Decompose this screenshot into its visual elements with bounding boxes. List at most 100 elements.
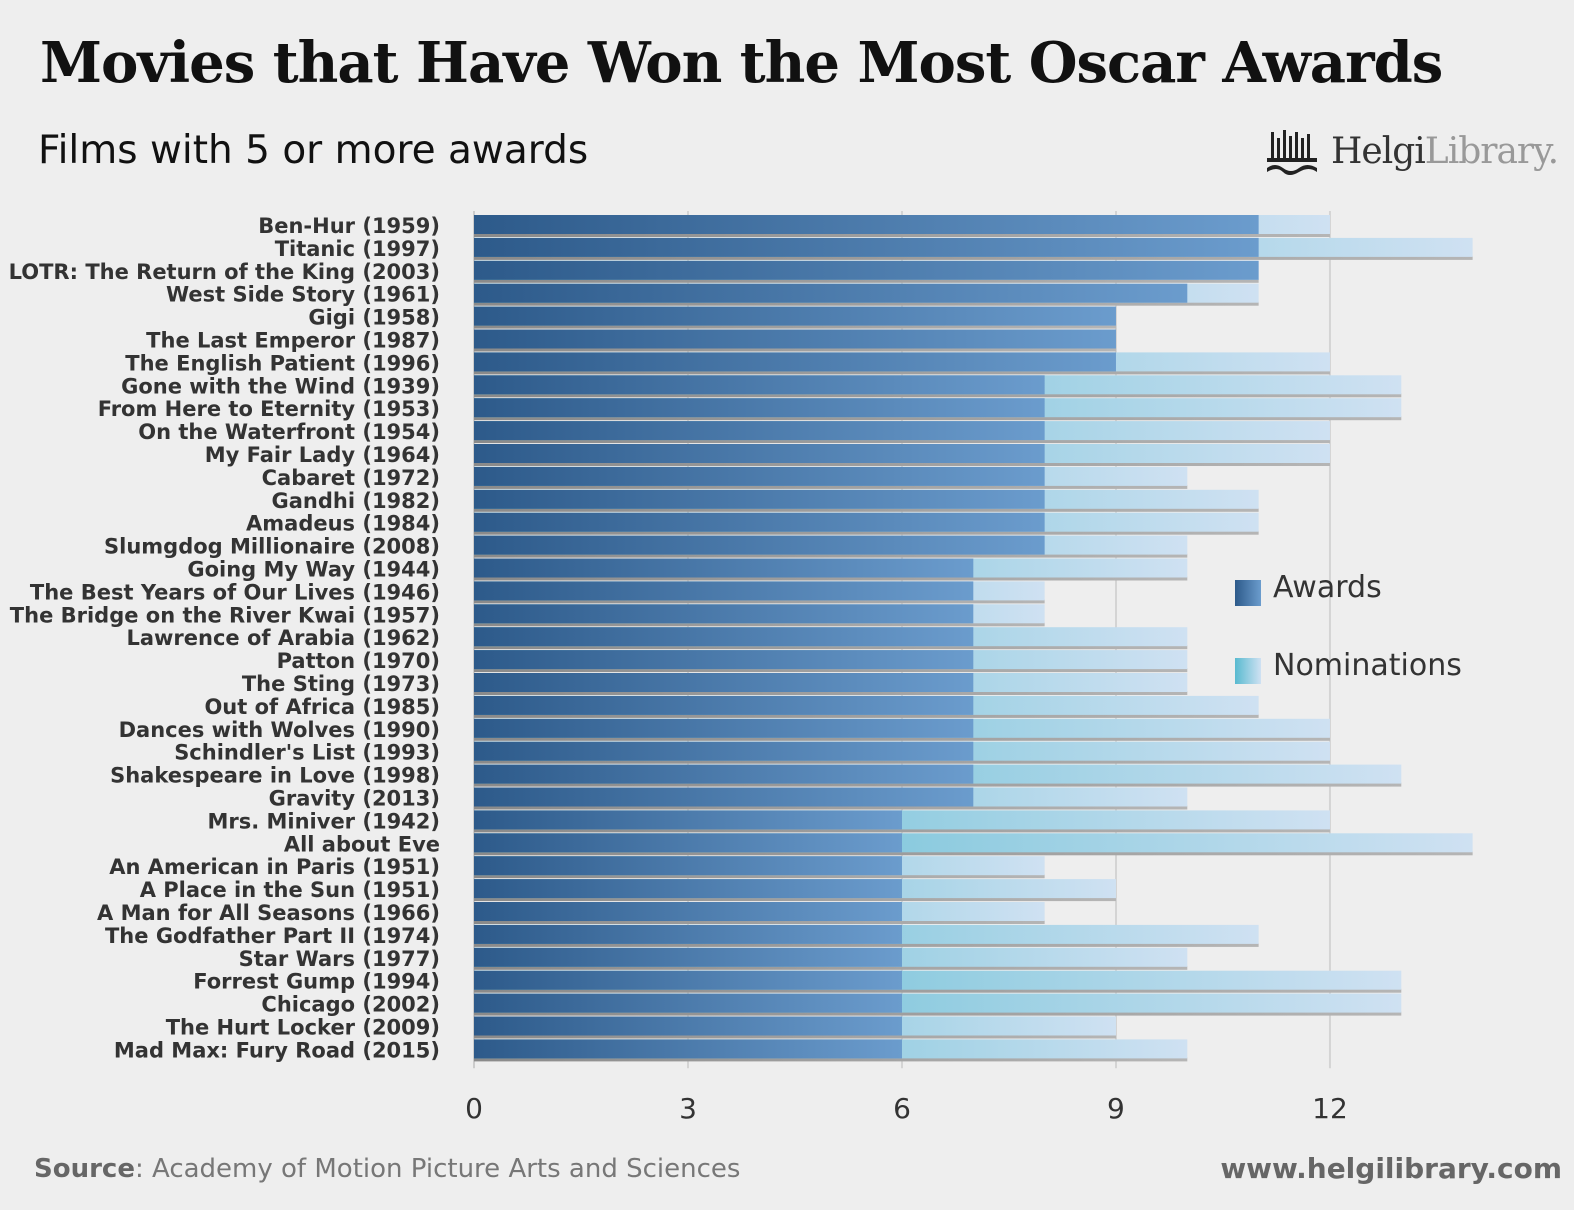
bar-shadow	[474, 920, 1045, 924]
bar-shadow	[474, 828, 1330, 833]
awards-bar	[474, 535, 1045, 555]
category-label: Going My Way (1944)	[187, 558, 440, 582]
category-label: Gone with the Wind (1939)	[121, 374, 440, 398]
category-label: From Here to Eternity (1953)	[98, 397, 440, 421]
awards-bar	[474, 970, 902, 990]
logo-text: HelgiLibrary.	[1331, 130, 1559, 172]
category-label: Cabaret (1972)	[262, 466, 440, 490]
bar-shadow	[474, 278, 1259, 283]
awards-bar	[474, 741, 974, 761]
legend-awards-swatch	[1235, 580, 1261, 606]
awards-bar	[474, 1016, 902, 1036]
bar-shadow	[474, 439, 1330, 444]
category-label: Amadeus (1984)	[246, 512, 440, 536]
bar-shadow	[474, 347, 1116, 352]
category-label: On the Waterfront (1954)	[138, 420, 440, 444]
legend-awards-label: Awards	[1273, 570, 1382, 605]
bar-shadow	[474, 668, 1188, 673]
category-label: The Sting (1973)	[242, 672, 440, 696]
category-label: The Last Emperor (1987)	[146, 329, 440, 353]
bar-shadow	[474, 1034, 1116, 1039]
bar-shadow	[474, 691, 1188, 695]
bar-shadow	[474, 255, 1473, 260]
x-tick-label: 9	[1107, 1092, 1125, 1125]
bar-shadow	[474, 897, 1116, 902]
category-label: Lawrence of Arabia (1962)	[126, 626, 440, 650]
category-label: Schindler's List (1993)	[174, 741, 440, 765]
category-label: Out of Africa (1985)	[204, 695, 440, 719]
bar-shadow	[474, 1057, 1188, 1062]
bar-shadow	[474, 782, 1402, 787]
category-label: The Godfather Part II (1974)	[105, 924, 440, 948]
awards-bar	[474, 512, 1045, 532]
bar-shadow	[474, 805, 1188, 810]
awards-bar	[474, 810, 902, 830]
awards-bar	[474, 558, 974, 578]
helgi-library-logo: HelgiLibrary.	[1265, 124, 1559, 178]
bar-shadow	[474, 874, 1045, 879]
awards-bar	[474, 947, 902, 967]
category-labels: Ben-Hur (1959)Titanic (1997)LOTR: The Re…	[9, 214, 440, 1062]
bar-shadow	[474, 1011, 1402, 1016]
category-label: Ben-Hur (1959)	[258, 214, 440, 238]
category-label: Mad Max: Fury Road (2015)	[114, 1038, 440, 1062]
x-tick-label: 6	[893, 1092, 911, 1125]
awards-bar	[474, 764, 974, 784]
bar-shadow	[474, 233, 1330, 237]
bar-shadow	[474, 507, 1259, 512]
bar-shadow	[474, 713, 1259, 718]
legend-nominations-swatch	[1235, 658, 1261, 684]
x-axis-ticks: 0 3 6 9 12	[465, 1092, 1348, 1125]
bar-shadow	[474, 942, 1259, 947]
bar-shadow	[474, 462, 1330, 466]
x-tick-label: 0	[465, 1092, 483, 1125]
awards-bar	[474, 856, 902, 876]
bar-shadow	[474, 393, 1402, 398]
awards-bar	[474, 993, 902, 1013]
bar-shadow	[474, 622, 1045, 627]
bar-shadow	[474, 553, 1188, 558]
bar-shadow	[474, 759, 1330, 764]
bar-shadow	[474, 301, 1259, 306]
x-tick-label: 3	[679, 1092, 697, 1125]
logo-bold: Helgi	[1331, 130, 1426, 172]
category-label: Slumgdog Millionaire (2008)	[104, 535, 440, 559]
source-text: : Academy of Motion Picture Arts and Sci…	[134, 1154, 741, 1184]
category-label: Star Wars (1977)	[239, 947, 440, 971]
awards-bar	[474, 375, 1045, 395]
bar-shadow	[474, 416, 1402, 421]
awards-bar	[474, 604, 974, 624]
awards-bar	[474, 924, 902, 944]
bar-shadow	[474, 645, 1188, 650]
awards-bar	[474, 421, 1045, 441]
website-url: www.helgilibrary.com	[1220, 1152, 1562, 1185]
awards-bar	[474, 879, 902, 899]
awards-bar	[474, 1039, 902, 1059]
category-label: Chicago (2002)	[261, 993, 440, 1017]
awards-bar	[474, 787, 974, 807]
awards-bar	[474, 718, 974, 738]
awards-bar	[474, 283, 1188, 303]
category-label: Gandhi (1982)	[272, 489, 441, 513]
bar-shadow	[474, 988, 1402, 993]
awards-bar	[474, 695, 974, 715]
library-building-icon	[1267, 130, 1317, 175]
legend: Awards Nominations	[1235, 570, 1462, 684]
bar-shadow	[474, 576, 1188, 581]
category-label: Dances with Wolves (1990)	[119, 718, 440, 742]
category-label: Mrs. Miniver (1942)	[207, 809, 440, 833]
source-note: Source: Academy of Motion Picture Arts a…	[34, 1154, 740, 1184]
awards-bar	[474, 398, 1045, 418]
bars	[474, 215, 1473, 1062]
bar-shadow	[474, 736, 1330, 741]
category-label: My Fair Lady (1964)	[205, 443, 440, 467]
awards-bar	[474, 260, 1259, 280]
category-label: An American in Paris (1951)	[109, 855, 440, 879]
bar-shadow	[474, 851, 1473, 856]
awards-bar	[474, 352, 1116, 372]
logo-light: Library.	[1424, 130, 1559, 172]
category-label: Gravity (2013)	[269, 787, 440, 811]
page-subtitle: Films with 5 or more awards	[38, 128, 589, 173]
category-label: The English Patient (1996)	[125, 351, 440, 375]
